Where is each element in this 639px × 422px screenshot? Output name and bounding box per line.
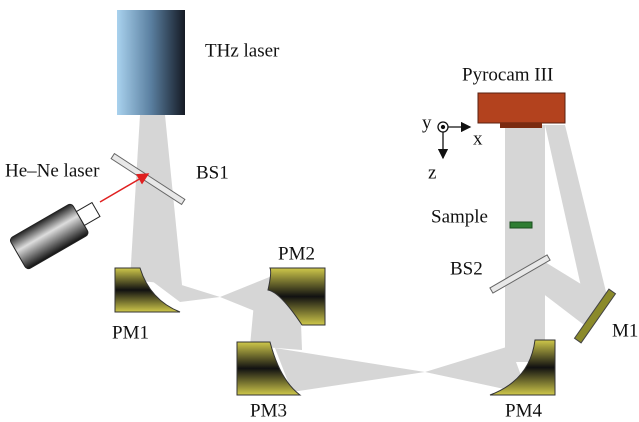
label: He–Ne laser <box>5 160 100 181</box>
label: PM3 <box>250 400 287 421</box>
pyrocam <box>477 92 566 124</box>
axis-label: y <box>422 112 432 133</box>
sample <box>509 221 533 229</box>
bs2 <box>489 254 551 294</box>
label: M1 <box>612 320 638 341</box>
label: THz laser <box>205 40 280 61</box>
he-ne-laser <box>9 201 101 270</box>
label: Pyrocam III <box>462 64 553 85</box>
label: PM4 <box>505 400 542 421</box>
pyrocam-sensor <box>500 123 542 128</box>
pm1 <box>114 267 181 313</box>
label: BS1 <box>196 162 229 183</box>
label: PM1 <box>112 322 149 343</box>
axis-label: z <box>428 162 436 183</box>
label: PM2 <box>278 243 315 264</box>
pm4 <box>489 339 556 396</box>
hene-beam <box>99 173 150 203</box>
axis-label: x <box>473 128 483 149</box>
m1 <box>573 288 617 344</box>
label: Sample <box>431 206 488 227</box>
pm3 <box>236 341 302 396</box>
label: BS2 <box>450 258 483 279</box>
thz-laser <box>117 10 185 115</box>
pm2 <box>267 267 326 326</box>
axes-icon <box>437 121 472 160</box>
